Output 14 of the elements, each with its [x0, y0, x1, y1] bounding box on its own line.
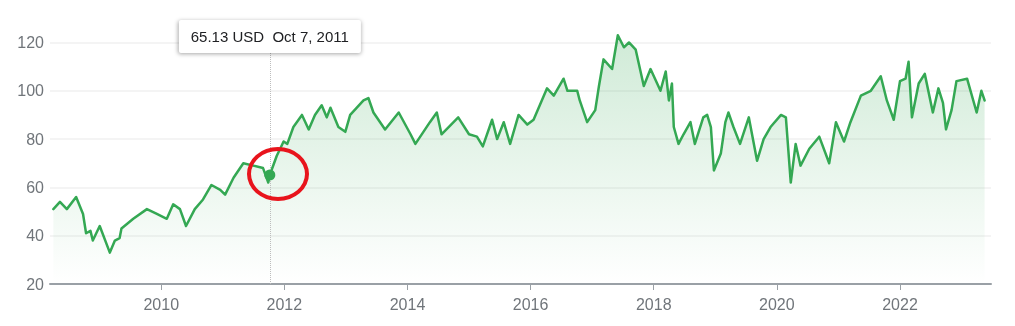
y-tick-label: 60 [26, 178, 45, 196]
x-tick-label: 2020 [758, 295, 795, 313]
x-tick-label: 2014 [389, 295, 426, 313]
y-tick-label: 80 [26, 130, 45, 148]
y-tick-label: 20 [26, 275, 45, 293]
x-tick-label: 2016 [512, 295, 549, 313]
x-tick-label: 2018 [635, 295, 672, 313]
y-tick-label: 40 [26, 227, 45, 245]
y-tick-label: 100 [17, 82, 45, 100]
x-tick-label: 2010 [143, 295, 180, 313]
x-tick-label: 2022 [882, 295, 918, 313]
annotation: 65.13 USD Oct 7, 2011 [178, 20, 361, 53]
x-tick-label: 2012 [266, 295, 303, 313]
y-tick-label: 120 [17, 33, 45, 51]
